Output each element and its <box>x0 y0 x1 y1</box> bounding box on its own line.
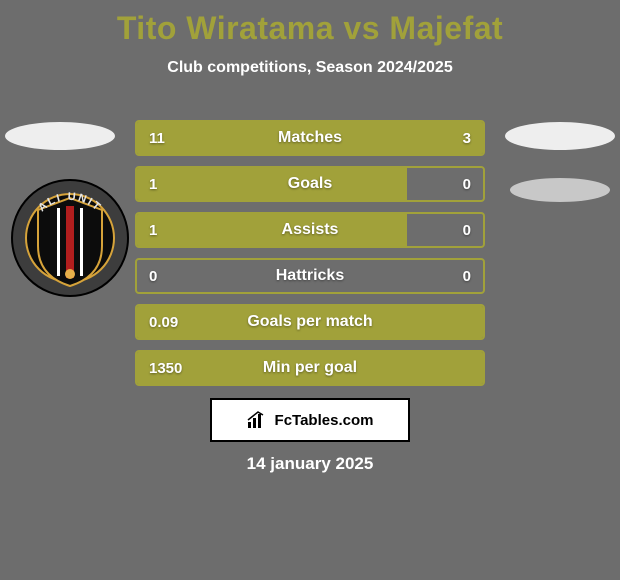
stat-label: Hattricks <box>137 260 483 292</box>
footer-date: 14 january 2025 <box>0 454 620 474</box>
stat-label: Goals per match <box>137 306 483 338</box>
stat-row: 10Assists <box>135 212 485 248</box>
comparison-bars: 113Matches 10Goals 10Assists 00Hattricks 0.0… <box>135 120 485 396</box>
stat-row: 1350Min per goal <box>135 350 485 386</box>
right-club-placeholder <box>510 178 610 202</box>
stat-row: 0.09Goals per match <box>135 304 485 340</box>
stat-label: Goals <box>137 168 483 200</box>
left-club-crest: ALI UNIT <box>10 178 130 298</box>
shield-icon: ALI UNIT <box>10 178 130 298</box>
stat-row: 00Hattricks <box>135 258 485 294</box>
page-subtitle: Club competitions, Season 2024/2025 <box>0 59 620 77</box>
brand-banner: FcTables.com <box>210 398 410 442</box>
bar-chart-icon <box>247 410 269 430</box>
stat-label: Assists <box>137 214 483 246</box>
left-flag-placeholder <box>5 122 115 150</box>
stat-label: Matches <box>137 122 483 154</box>
page-title: Tito Wiratama vs Majefat <box>0 0 620 47</box>
stat-label: Min per goal <box>137 352 483 384</box>
brand-text: FcTables.com <box>275 412 374 429</box>
stat-row: 113Matches <box>135 120 485 156</box>
stat-row: 10Goals <box>135 166 485 202</box>
right-flag-placeholder <box>505 122 615 150</box>
